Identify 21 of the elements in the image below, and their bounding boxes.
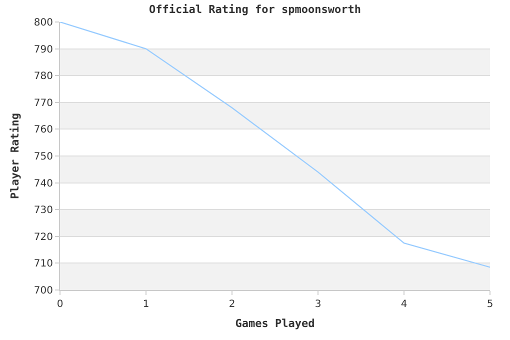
- y-axis-title: Player Rating: [8, 112, 22, 200]
- y-tick-label: 750: [34, 152, 53, 162]
- y-tick-label: 700: [34, 286, 53, 296]
- line-series: [60, 22, 490, 268]
- x-tick-label: 1: [142, 299, 150, 310]
- y-tick-label: 770: [34, 98, 53, 109]
- y-tick-label: 710: [34, 258, 53, 270]
- chart-title: Official Rating for spmoonsworth: [149, 2, 361, 16]
- y-tick-label: 780: [34, 71, 53, 82]
- x-tick-label: 4: [400, 299, 408, 310]
- x-tick-label: 2: [228, 299, 236, 310]
- y-tick-label: 790: [34, 44, 53, 56]
- y-tick-label: 740: [34, 178, 53, 190]
- x-tick-label: 0: [56, 299, 64, 310]
- x-axis-title: Games Played: [235, 317, 315, 330]
- y-tick-label: 800: [34, 18, 53, 28]
- y-tick-label: 760: [34, 124, 53, 136]
- y-tick-label: 720: [34, 232, 53, 243]
- y-tick-label: 730: [34, 205, 53, 216]
- x-tick-label: 5: [486, 299, 494, 310]
- x-tick-label: 3: [314, 299, 322, 310]
